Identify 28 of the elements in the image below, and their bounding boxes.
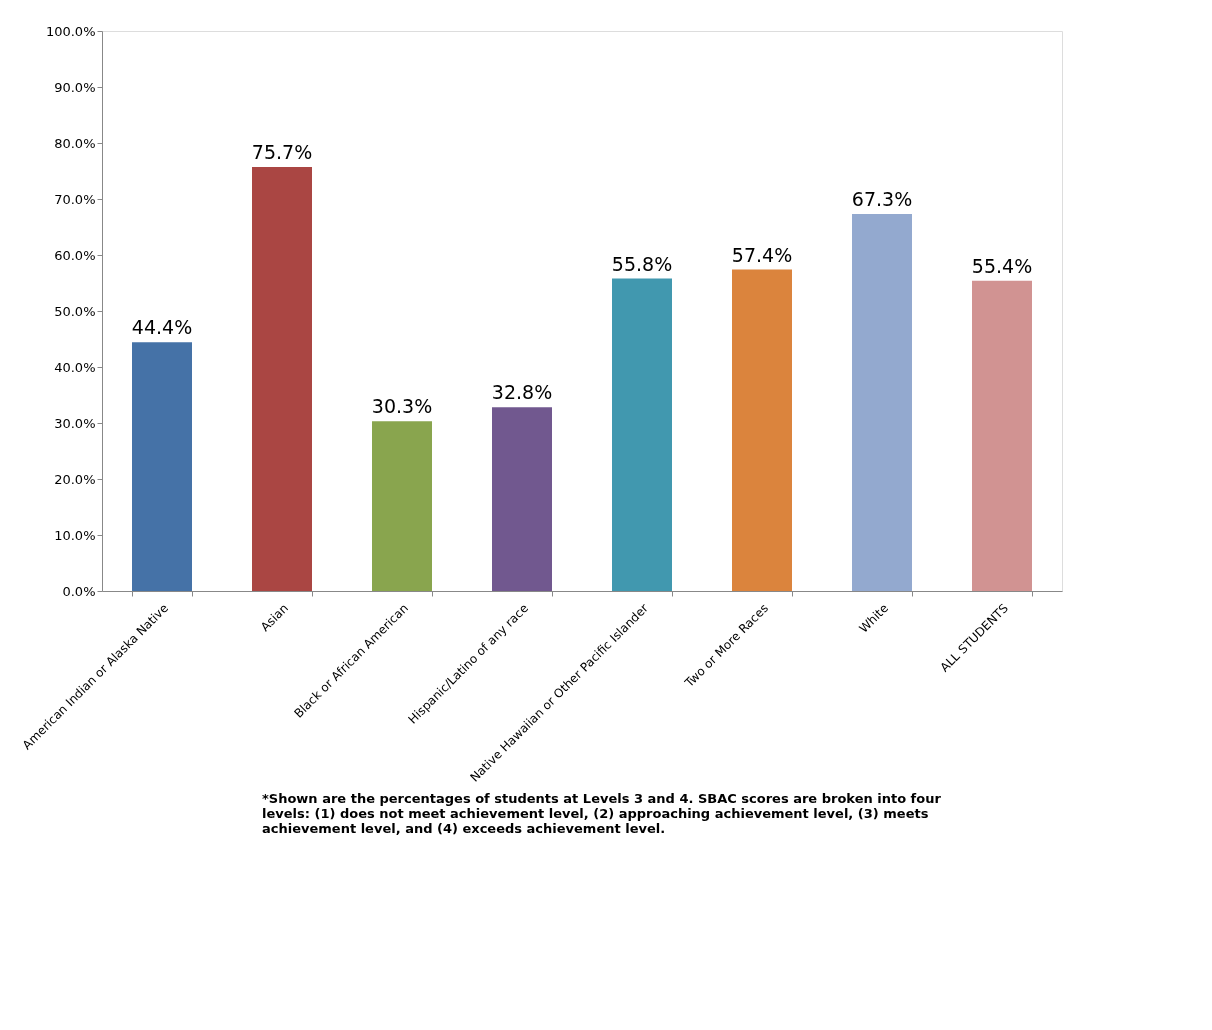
y-tick-label: 40.0% <box>54 359 96 375</box>
y-tick-label: 50.0% <box>54 303 96 319</box>
data-label: 67.3% <box>851 188 913 211</box>
bar <box>852 214 912 591</box>
y-tick-label: 100.0% <box>45 23 96 39</box>
bar <box>372 421 432 591</box>
data-label: 30.3% <box>371 395 433 418</box>
data-label: 32.8% <box>491 381 553 404</box>
y-tick-label: 10.0% <box>54 527 96 543</box>
bar <box>132 342 192 591</box>
text: *Shown are the percentages of students at Levels 3 and 4. SBAC scores are broken into four levels: (1) does not meet achievement level, (2) approaching achievement level, (3) meets achievement level, and (4) exceeds achievement level. <box>262 791 942 837</box>
y-tick-label: 80.0% <box>54 135 96 151</box>
bar <box>972 280 1032 591</box>
data-label: 44.4% <box>131 316 193 339</box>
y-tick-label: 0.0% <box>62 583 96 599</box>
y-tick-label: 90.0% <box>54 79 96 95</box>
data-label: 55.8% <box>611 252 673 275</box>
bar <box>732 269 792 591</box>
data-label: 57.4% <box>731 243 793 266</box>
data-label: 55.4% <box>971 254 1033 277</box>
bar <box>252 167 312 591</box>
y-tick-label: 60.0% <box>54 247 96 263</box>
data-label: 75.7% <box>251 141 313 164</box>
y-tick-label: 20.0% <box>54 471 96 487</box>
y-tick-label: 70.0% <box>54 191 96 207</box>
y-tick-label: 30.0% <box>54 415 96 431</box>
bar <box>612 278 672 591</box>
bar <box>492 407 552 591</box>
